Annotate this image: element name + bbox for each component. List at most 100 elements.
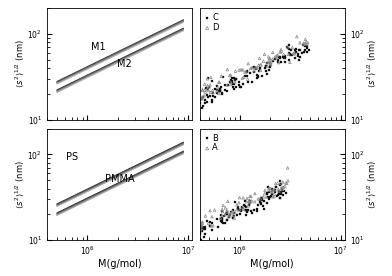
X-axis label: M(g/mol): M(g/mol) — [250, 259, 294, 269]
Y-axis label: $\langle s^2\rangle^{1/2}$ (nm): $\langle s^2\rangle^{1/2}$ (nm) — [366, 160, 378, 209]
C — [251, 69, 258, 74]
B — [266, 197, 272, 201]
C — [232, 77, 239, 82]
Y-axis label: $\langle s^2\rangle^{1/2}$ (nm): $\langle s^2\rangle^{1/2}$ (nm) — [14, 39, 26, 88]
C — [210, 90, 216, 95]
B — [230, 214, 236, 219]
B — [269, 192, 276, 196]
D — [285, 45, 291, 49]
A — [247, 194, 253, 199]
A — [240, 196, 246, 200]
B — [254, 206, 260, 211]
C — [292, 56, 298, 61]
B — [227, 213, 233, 217]
D — [201, 88, 208, 92]
C — [201, 98, 208, 102]
D — [265, 60, 271, 65]
C — [201, 101, 208, 106]
B — [281, 189, 288, 193]
B — [245, 208, 251, 212]
C — [197, 98, 203, 103]
B — [277, 196, 283, 200]
D — [287, 60, 293, 65]
D — [255, 63, 261, 67]
B — [218, 217, 224, 221]
A — [247, 200, 253, 205]
Y-axis label: $\langle s^2\rangle^{1/2}$ (nm): $\langle s^2\rangle^{1/2}$ (nm) — [366, 39, 378, 88]
A — [219, 207, 225, 211]
A — [187, 226, 193, 230]
B — [200, 224, 206, 229]
D — [227, 73, 233, 78]
C — [275, 60, 281, 64]
C — [287, 52, 293, 57]
D — [224, 67, 230, 72]
A — [187, 223, 193, 227]
A — [285, 166, 291, 170]
B — [243, 205, 249, 209]
A — [278, 181, 284, 185]
C — [205, 87, 211, 92]
B — [200, 235, 207, 239]
B — [202, 232, 208, 236]
B — [269, 189, 275, 194]
B — [272, 188, 278, 192]
D — [240, 68, 246, 72]
C — [199, 106, 205, 110]
B — [202, 225, 209, 229]
C — [217, 87, 223, 91]
A — [280, 185, 287, 190]
D — [205, 88, 211, 93]
C — [275, 58, 281, 63]
B — [258, 201, 264, 206]
C — [200, 95, 206, 99]
A — [185, 230, 192, 235]
A — [199, 220, 205, 224]
D — [214, 89, 220, 93]
C — [281, 56, 287, 60]
D — [264, 64, 270, 69]
A — [283, 181, 289, 185]
B — [219, 220, 225, 224]
C — [282, 60, 288, 65]
A — [244, 196, 250, 201]
Legend: C, D: C, D — [204, 12, 220, 33]
A — [241, 207, 247, 212]
A — [210, 224, 216, 228]
D — [272, 54, 278, 59]
B — [200, 227, 207, 232]
B — [224, 210, 230, 214]
C — [220, 75, 226, 79]
C — [218, 85, 225, 90]
B — [261, 199, 267, 203]
C — [301, 44, 308, 49]
B — [224, 217, 230, 222]
A — [275, 187, 281, 192]
A — [219, 209, 225, 214]
B — [276, 190, 283, 195]
D — [238, 67, 244, 72]
C — [304, 44, 310, 49]
B — [186, 231, 192, 236]
C — [296, 58, 302, 62]
A — [205, 221, 212, 225]
C — [272, 57, 279, 61]
B — [207, 220, 213, 224]
C — [288, 47, 294, 52]
C — [267, 61, 273, 65]
A — [223, 210, 230, 214]
B — [277, 182, 283, 187]
A — [266, 186, 272, 190]
A — [229, 209, 236, 214]
C — [236, 80, 243, 84]
D — [228, 80, 234, 85]
B — [269, 187, 275, 192]
A — [270, 188, 276, 192]
C — [242, 73, 248, 78]
D — [254, 66, 260, 70]
B — [219, 209, 225, 214]
B — [198, 238, 204, 243]
B — [242, 207, 248, 212]
B — [234, 213, 240, 217]
C — [283, 45, 290, 49]
